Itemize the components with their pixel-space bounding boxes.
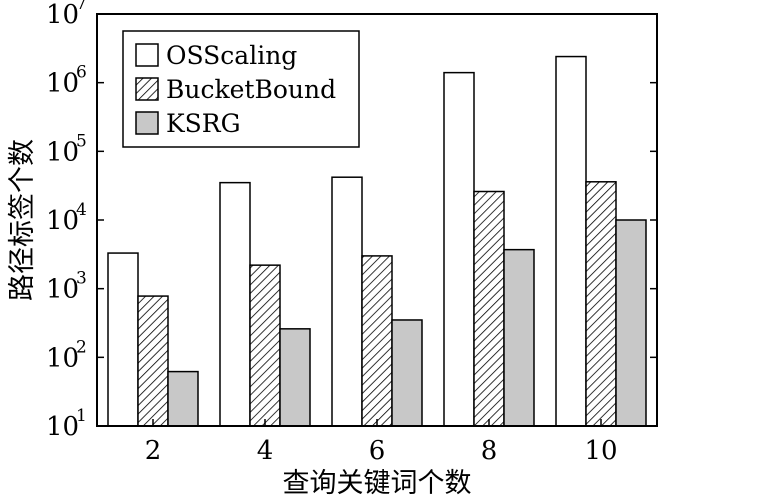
bar-bucketbound-2 — [137, 295, 169, 427]
bar-bucketbound-8 — [473, 190, 505, 427]
y-tick-label-exponent: 1 — [76, 406, 87, 426]
bar-ksrg-10 — [615, 219, 647, 427]
legend-label-ksrg: KSRG — [166, 109, 241, 138]
bars-group — [107, 55, 647, 427]
bar-osscaling-4 — [219, 181, 251, 427]
legend-swatch-ksrg — [135, 111, 159, 135]
bar-bucketbound-10 — [585, 181, 617, 427]
x-tick-label: 2 — [145, 436, 162, 466]
y-tick-label: 10 — [46, 206, 79, 236]
x-axis: 2 4 6 8 10 — [145, 419, 618, 466]
legend-label-bucketbound: BucketBound — [166, 75, 336, 104]
bar-osscaling-6 — [331, 176, 363, 427]
bar-ksrg-8 — [503, 248, 535, 427]
y-tick-label-exponent: 6 — [76, 63, 87, 83]
bar-ksrg-4 — [279, 328, 311, 427]
legend-swatch-bucketbound — [135, 77, 159, 101]
y-tick-label: 10 — [46, 137, 79, 167]
legend: OSScaling BucketBound KSRG — [122, 30, 360, 148]
bar-osscaling-8 — [443, 71, 475, 427]
bar-osscaling-2 — [107, 252, 139, 427]
y-tick-label-exponent: 3 — [76, 269, 87, 289]
y-tick-label: 10 — [46, 0, 79, 30]
x-tick-label: 8 — [481, 436, 498, 466]
bar-ksrg-2 — [167, 370, 199, 427]
y-tick-label: 10 — [46, 412, 79, 442]
legend-label-osscaling: OSScaling — [166, 41, 297, 70]
y-tick-label: 10 — [46, 275, 79, 305]
y-axis-title: 路径标签个数 — [7, 139, 38, 301]
y-tick-label-exponent: 7 — [76, 0, 87, 14]
bar-bucketbound-6 — [361, 255, 393, 427]
x-tick-label: 6 — [369, 436, 386, 466]
x-axis-title: 查询关键词个数 — [283, 468, 472, 497]
y-tick-label-exponent: 5 — [76, 131, 87, 151]
y-tick-label-exponent: 4 — [76, 200, 87, 220]
bar-bucketbound-4 — [249, 264, 281, 427]
legend-swatch-osscaling — [135, 43, 159, 67]
y-tick-label: 10 — [46, 69, 79, 99]
y-tick-label-exponent: 2 — [76, 337, 87, 357]
x-tick-label: 4 — [257, 436, 274, 466]
x-tick-label: 10 — [584, 436, 617, 466]
y-tick-label: 10 — [46, 343, 79, 373]
bar-osscaling-10 — [555, 55, 587, 427]
bar-ksrg-6 — [391, 319, 423, 427]
legend-box — [122, 30, 360, 148]
